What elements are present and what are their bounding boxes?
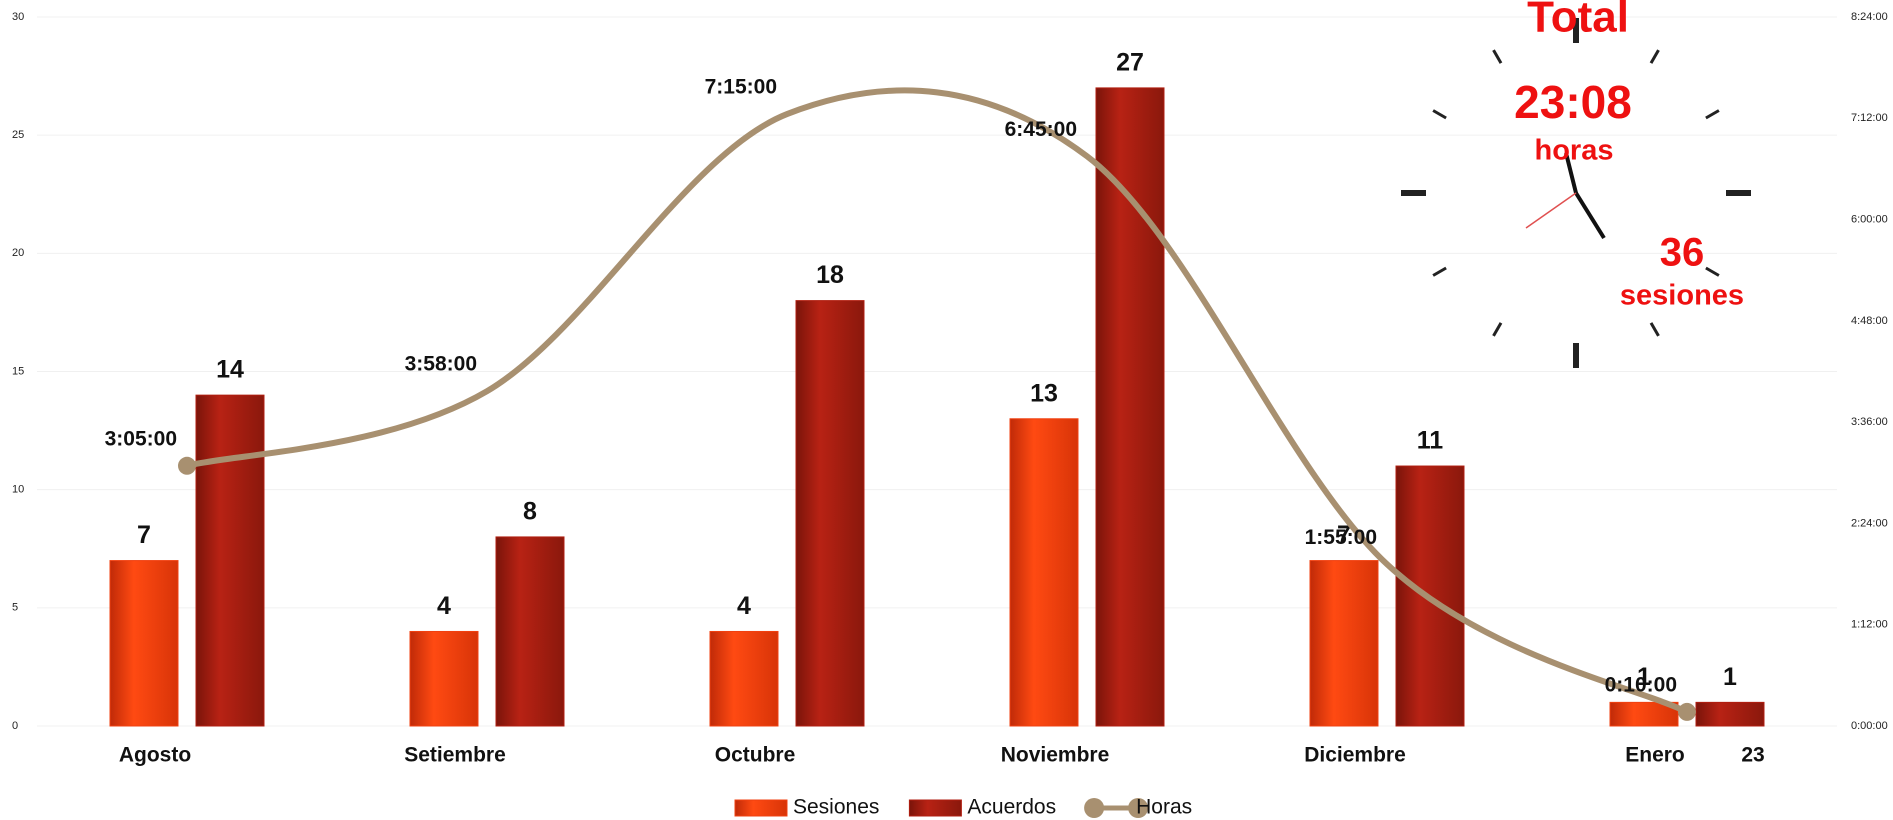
- data-label: 8: [523, 498, 537, 526]
- annotation: 23: [1741, 744, 1764, 767]
- line-label: 7:15:00: [705, 76, 777, 99]
- x-tick-label: Diciembre: [1304, 744, 1406, 767]
- bar: [795, 300, 865, 727]
- x-tick-label: Octubre: [715, 744, 796, 767]
- data-label: 4: [437, 592, 451, 620]
- line-label: 3:05:00: [105, 427, 177, 450]
- legend-label: Sesiones: [793, 796, 879, 819]
- line: [184, 87, 1690, 715]
- data-label: 18: [816, 261, 844, 289]
- bar: [109, 560, 179, 727]
- clock-hand: [1525, 192, 1577, 229]
- legend-swatch: [908, 799, 962, 817]
- line-label: 1:55:00: [1305, 526, 1377, 549]
- legend-swatch: [734, 799, 788, 817]
- annotation: horas: [1535, 135, 1614, 167]
- annotation: sesiones: [1620, 280, 1744, 312]
- bar: [1695, 701, 1765, 727]
- bar: [1009, 418, 1079, 727]
- clock-tick: [1705, 266, 1720, 277]
- y2-tick-label: 2:24:00: [1851, 517, 1888, 529]
- line-label: 3:58:00: [405, 353, 477, 376]
- data-label: 27: [1116, 49, 1144, 77]
- y2-tick-label: 8:24:00: [1851, 11, 1888, 23]
- data-label: 4: [737, 592, 751, 620]
- y2-tick-label: 6:00:00: [1851, 213, 1888, 225]
- clock-tick: [1492, 49, 1503, 64]
- y-tick-label: 25: [12, 129, 24, 141]
- legend-swatch: [1084, 798, 1105, 818]
- line-marker: [1678, 702, 1696, 721]
- line-label: 6:45:00: [1005, 118, 1077, 141]
- clock-decoration: [1401, 18, 1751, 368]
- clock-tick: [1432, 266, 1447, 277]
- line-marker: [178, 456, 196, 475]
- y-tick-label: 30: [12, 11, 24, 23]
- y2-tick-label: 3:36:00: [1851, 416, 1888, 428]
- line-label: 0:10:00: [1605, 673, 1677, 696]
- x-tick-label: Setiembre: [404, 744, 506, 767]
- y2-tick-label: 1:12:00: [1851, 619, 1888, 631]
- data-label: 1: [1637, 663, 1651, 691]
- data-label: 11: [1417, 427, 1444, 455]
- bar: [409, 630, 479, 727]
- x-tick-label: Noviembre: [1001, 744, 1110, 767]
- y2-tick-label: 0:00:00: [1851, 720, 1888, 732]
- plot-area: 0 5 10 15 20 25 30 0:00:00 1:12:00 2:24:00 3:36:00…: [12, 0, 1888, 819]
- legend-swatch: [1128, 798, 1149, 818]
- clock-tick: [1649, 322, 1660, 337]
- y2-tick-label: 7:12:00: [1851, 112, 1888, 124]
- y-tick-label: 15: [12, 365, 24, 377]
- y-tick-label: 0: [12, 720, 18, 732]
- data-label: 14: [216, 356, 244, 384]
- legend-label: Acuerdos: [967, 796, 1056, 819]
- clock-hand: [1564, 152, 1578, 194]
- data-label: 13: [1030, 379, 1058, 407]
- data-label: 1: [1723, 663, 1737, 691]
- bar: [1095, 87, 1165, 727]
- clock-tick: [1705, 109, 1720, 120]
- bar: [1309, 560, 1379, 727]
- annotation: 23:08: [1514, 76, 1632, 128]
- x-tick-label: Enero: [1625, 744, 1685, 767]
- clock-hand: [1574, 191, 1606, 240]
- y-tick-label: 5: [12, 602, 18, 614]
- bar: [1609, 701, 1679, 727]
- data-label: 7: [1337, 521, 1351, 549]
- annotation: 36: [1660, 231, 1705, 275]
- legend-label: Horas: [1136, 796, 1192, 819]
- x-tick-label: Agosto: [119, 744, 191, 767]
- data-label: 7: [137, 521, 151, 549]
- annotation: Total: [1527, 0, 1629, 42]
- clock-tick: [1649, 49, 1660, 64]
- bar: [495, 536, 565, 727]
- y-tick-label: 10: [12, 484, 24, 496]
- bar: [709, 630, 779, 727]
- y2-tick-label: 4:48:00: [1851, 315, 1888, 327]
- bar: [195, 394, 265, 727]
- clock-tick: [1432, 109, 1447, 120]
- y-tick-label: 20: [12, 247, 24, 259]
- clock-tick: [1492, 322, 1503, 337]
